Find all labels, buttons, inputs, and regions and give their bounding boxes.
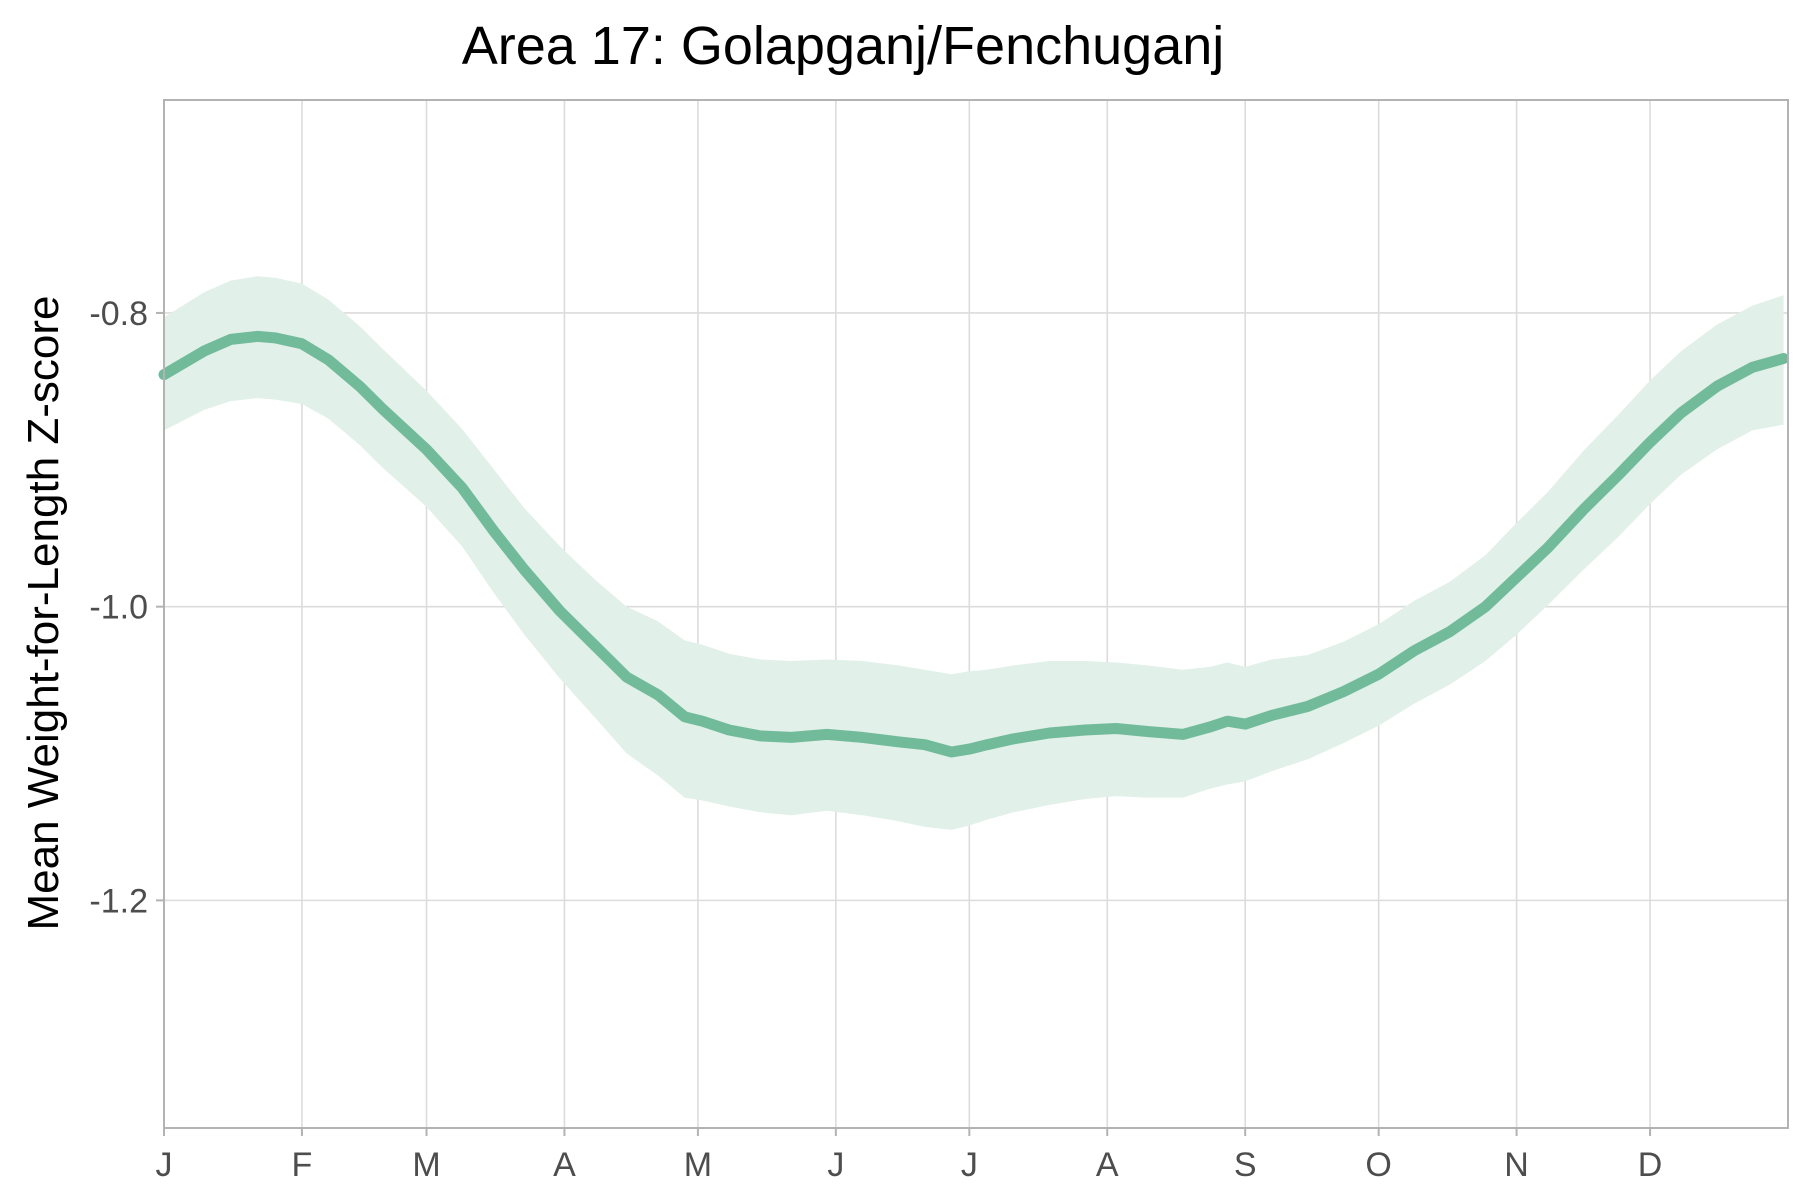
x-tick-label: J bbox=[961, 1146, 978, 1184]
x-tick-label: O bbox=[1365, 1146, 1391, 1184]
grid-lines bbox=[163, 100, 1788, 1128]
y-tick-label: -0.8 bbox=[89, 295, 148, 333]
x-tick-label: S bbox=[1234, 1146, 1257, 1184]
y-tick-label: -1.0 bbox=[89, 589, 148, 627]
x-tick-label: A bbox=[553, 1146, 576, 1184]
x-tick-label: D bbox=[1638, 1146, 1663, 1184]
y-tick-label: -1.2 bbox=[89, 882, 148, 920]
confidence-band-area bbox=[164, 276, 1784, 830]
x-tick-label: N bbox=[1504, 1146, 1529, 1184]
series-lines bbox=[158, 330, 1790, 758]
y-axis-label: Mean Weight-for-Length Z-score bbox=[19, 295, 68, 930]
chart-title: Area 17: Golapganj/Fenchuganj bbox=[462, 16, 1225, 76]
x-tick-label: F bbox=[292, 1146, 313, 1184]
x-tick-label: M bbox=[412, 1146, 440, 1184]
y-axis: -0.8 -1.0 -1.2 bbox=[89, 295, 164, 920]
x-tick-label: A bbox=[1096, 1146, 1119, 1184]
confidence-band bbox=[164, 276, 1784, 830]
x-tick-label: M bbox=[684, 1146, 712, 1184]
x-tick-label: J bbox=[156, 1146, 173, 1184]
series-line bbox=[158, 330, 1790, 758]
plot-frame bbox=[163, 99, 1789, 1129]
x-tick-label: J bbox=[827, 1146, 844, 1184]
